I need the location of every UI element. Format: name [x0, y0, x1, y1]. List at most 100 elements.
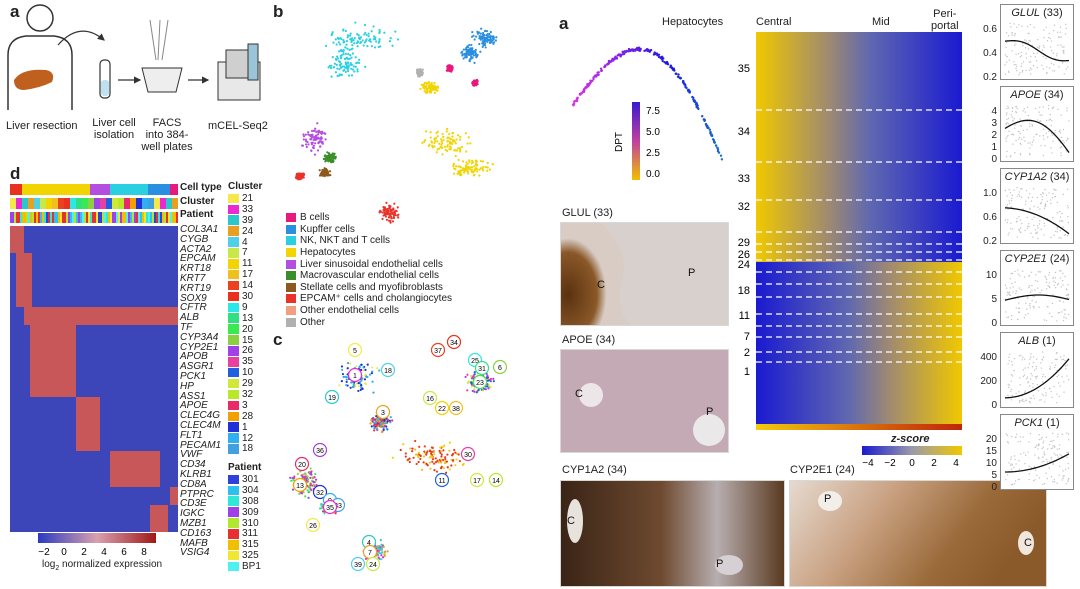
tsne-point	[381, 217, 384, 221]
curve-point	[1054, 196, 1056, 198]
tsne-point	[304, 143, 308, 146]
curve-point	[1059, 31, 1062, 33]
curve-point	[1039, 208, 1041, 210]
tsne-point	[438, 142, 441, 145]
curve-point	[1008, 59, 1010, 61]
curve-point	[1058, 444, 1061, 446]
curve-point	[1056, 53, 1058, 55]
tsne-point	[458, 165, 461, 168]
gene-label: ASS1	[180, 390, 206, 402]
tsne-point	[466, 381, 469, 384]
tsne-point	[336, 67, 339, 70]
curve-point	[1016, 187, 1018, 189]
curve-point	[1052, 462, 1054, 465]
tsne-point	[422, 455, 426, 458]
cluster-marker-label: 24	[369, 562, 377, 569]
cluster-marker: 32	[312, 484, 328, 500]
tsne-point	[340, 365, 344, 368]
curve-point	[1018, 228, 1020, 231]
curve-point	[1029, 67, 1032, 69]
tsne-point	[473, 38, 476, 41]
curve-point	[1030, 55, 1032, 58]
tsne-point	[434, 139, 437, 142]
patient-bar-segment	[140, 212, 142, 223]
curve-point	[1062, 226, 1064, 228]
gene-label: VSIG4	[180, 547, 210, 559]
tsne-point	[446, 466, 449, 469]
tsne-point	[474, 162, 478, 166]
curve-point	[1015, 43, 1017, 45]
tsne-point	[380, 548, 384, 551]
curve-point	[1042, 395, 1045, 397]
patient-bar-segment	[116, 212, 118, 223]
curve-point	[1063, 391, 1065, 393]
tsne-point	[351, 52, 354, 55]
curve-point	[1017, 307, 1020, 310]
cluster-bar-segment	[130, 198, 136, 209]
tsne-point	[409, 447, 412, 450]
curve-point	[1031, 289, 1033, 292]
legend-item: 17	[228, 269, 262, 280]
curve-point	[1009, 464, 1012, 466]
tsne-point	[472, 376, 475, 379]
curve-point	[1015, 290, 1017, 292]
curve-point	[1015, 106, 1018, 108]
trajectory-point	[712, 140, 716, 144]
tsne-point	[364, 373, 368, 376]
gene-curve-box: GLUL (33)	[1000, 4, 1074, 80]
curve-ytick: 10	[985, 458, 997, 469]
curve-point	[1022, 356, 1024, 359]
tsne-point	[380, 554, 383, 557]
curve-point	[1048, 282, 1050, 284]
tsne-point	[481, 42, 484, 45]
tsne-point	[330, 75, 333, 78]
step-liver-resection: Liver resection	[6, 120, 78, 132]
trajectory-point	[654, 52, 658, 55]
curve-point	[1011, 194, 1014, 197]
cluster-marker-label: 30	[464, 452, 472, 459]
ihc-apoe-central: C	[575, 388, 583, 400]
curve-point	[1052, 481, 1054, 483]
tsne-point	[417, 451, 421, 454]
curve-point	[1016, 26, 1018, 28]
trajectory-point	[575, 98, 579, 102]
cluster-marker-label: 4	[367, 540, 371, 547]
tsne-point	[452, 163, 455, 166]
curve-point	[1010, 390, 1012, 392]
tsne-point	[350, 48, 353, 51]
curve-point	[1066, 293, 1069, 296]
tsne-point	[376, 545, 380, 548]
curve-point	[1064, 234, 1067, 236]
curve-point	[1062, 128, 1065, 131]
trajectory-point	[627, 49, 631, 53]
curve-point	[1015, 307, 1017, 309]
tsne-point	[481, 45, 484, 48]
curve-ytick: 1	[991, 142, 997, 153]
tsne-point	[382, 214, 385, 217]
curve-point	[1008, 232, 1010, 234]
curve-point	[1054, 364, 1057, 367]
tsne-point	[312, 138, 315, 142]
patient-bar-segment	[18, 212, 20, 223]
workflow-diagram	[7, 4, 261, 110]
legend-item: 30	[228, 291, 262, 302]
tsne-point	[471, 82, 474, 85]
tsne-point	[433, 86, 436, 89]
curve-point	[1010, 26, 1012, 28]
curve-point	[1020, 196, 1023, 198]
curve-point	[1014, 281, 1016, 283]
curve-point	[1020, 231, 1022, 234]
curve-point	[1067, 480, 1069, 483]
cluster-marker-label: 25	[471, 358, 479, 365]
heatmap-block	[24, 307, 178, 325]
curve-point	[1025, 53, 1027, 55]
curve-point	[1034, 107, 1037, 110]
curve-point	[1052, 70, 1054, 72]
curve-point	[1056, 201, 1059, 204]
curve-point	[1007, 35, 1010, 37]
curve-point	[1011, 464, 1014, 466]
tsne-point	[320, 140, 323, 143]
tsne-point	[334, 512, 337, 515]
gene-label: KRT18	[180, 263, 211, 275]
tsne-point	[481, 35, 484, 38]
